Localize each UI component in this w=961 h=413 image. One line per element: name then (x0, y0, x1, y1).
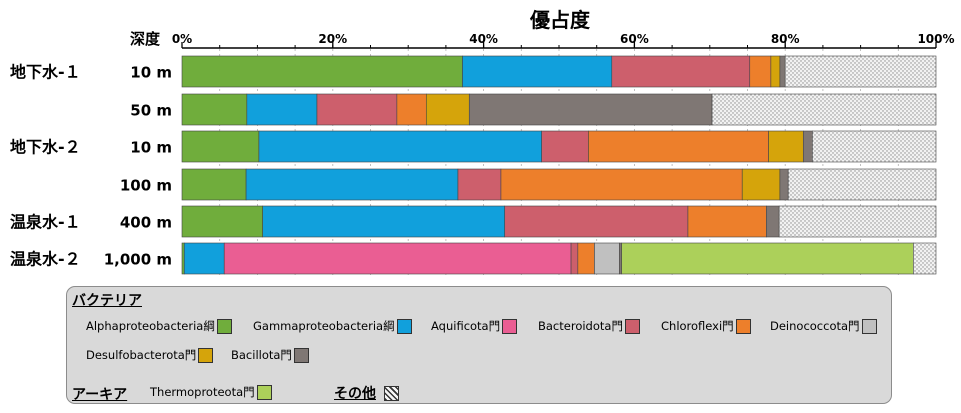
bar-segment-desulfobacterota (768, 130, 804, 163)
bar-segment-alphaproteobacteria (181, 93, 248, 126)
legend-swatch-other (384, 385, 399, 401)
bar-segment-bacillota (779, 168, 789, 201)
bar-segment-desulfobacterota (770, 55, 781, 88)
group-label: 温泉水-２ (9, 250, 81, 269)
bar-segment-thermoproteota (621, 242, 914, 275)
bar-segment-gammaproteobacteria (258, 130, 542, 163)
bar-segment-bacteroidota (611, 55, 751, 88)
bar-segment-alphaproteobacteria (181, 242, 185, 275)
legend-label: Chloroflexi門 (661, 319, 734, 333)
bar-segment-bacillota (468, 93, 713, 126)
legend-swatch-alphaproteobacteria (216, 318, 232, 334)
bar-segment-bacillota (779, 55, 786, 88)
depth-label: 100 m (120, 177, 172, 195)
bar-segment-chloroflexi (396, 93, 427, 126)
bar-segment-bacillota (802, 130, 813, 163)
legend-label: Bacillota門 (231, 348, 292, 362)
legend-archaea-header: アーキア (72, 387, 128, 403)
bar-segment-chloroflexi (687, 205, 767, 238)
bars (181, 55, 937, 275)
bar-segment-bacteroidota (504, 205, 689, 238)
bar-segment-gammaproteobacteria (246, 93, 318, 126)
bar-segment-desulfobacterota (741, 168, 781, 201)
bar-segment-other (812, 130, 937, 163)
chart-title: 優占度 (529, 8, 591, 32)
depth-label: 50 m (130, 102, 172, 120)
x-tick-label: 80% (771, 32, 800, 46)
x-tick-label: 60% (620, 32, 649, 46)
legend-item-alphaproteobacteria: Alphaproteobacteria綱 (86, 318, 232, 334)
bar-segment-other (913, 242, 937, 275)
bar-segment-chloroflexi (577, 242, 595, 275)
legend-label: Alphaproteobacteria綱 (86, 319, 215, 333)
bar-segment-deinococcota (594, 242, 620, 275)
legend-swatch-bacillota (293, 347, 309, 363)
legend-swatch-aquificota (502, 318, 518, 334)
bar-segment-aquificota (223, 242, 572, 275)
legend: バクテリア Alphaproteobacteria綱 Gammaproteoba… (66, 286, 892, 404)
group-label: 地下水-２ (10, 138, 81, 157)
bar-segment-bacillota (619, 242, 622, 275)
legend-item-bacteroidota: Bacteroidota門 (538, 318, 640, 334)
depth-label: 10 m (130, 64, 172, 82)
legend-swatch-thermoproteota (256, 384, 272, 400)
legend-item-desulfobacterota: Desulfobacterota門 (86, 347, 214, 363)
x-tick-label: 40% (469, 32, 498, 46)
legend-item-bacillota: Bacillota門 (231, 347, 309, 363)
depth-column-header: 深度 (130, 30, 161, 48)
legend-item-gammaproteobacteria: Gammaproteobacteria綱 (253, 318, 412, 334)
legend-swatch-desulfobacterota (198, 347, 214, 363)
bar-segment-bacteroidota (316, 93, 398, 126)
bar-segment-alphaproteobacteria (181, 130, 260, 163)
bar-segment-alphaproteobacteria (181, 168, 247, 201)
depth-label: 400 m (120, 214, 172, 232)
bar-segment-gammaproteobacteria (183, 242, 225, 275)
bar-segment-bacillota (766, 205, 780, 238)
legend-label: Thermoproteota門 (150, 385, 255, 399)
group-label: 地下水-１ (10, 63, 81, 82)
depth-label: 10 m (130, 139, 172, 157)
x-tick-label: 100% (917, 32, 954, 46)
bar-segment-chloroflexi (588, 130, 769, 163)
bar-segment-alphaproteobacteria (181, 205, 263, 238)
legend-swatch-chloroflexi (735, 318, 751, 334)
x-tick-label: 0% (172, 32, 192, 46)
legend-item-thermoproteota: Thermoproteota門 (150, 384, 272, 400)
legend-item-deinococcota: Deinococcota門 (770, 318, 877, 334)
legend-item-other: その他 (334, 383, 399, 403)
legend-label: Gammaproteobacteria綱 (253, 319, 395, 333)
legend-item-aquificota: Aquificota門 (431, 318, 518, 334)
group-label: 温泉水-１ (9, 213, 81, 232)
bar-segment-bacteroidota (570, 242, 579, 275)
bar-segment-chloroflexi (749, 55, 772, 88)
bar-segment-bacteroidota (541, 130, 589, 163)
x-axis-ticks: 0% 20% 40% 60% 80% 100% (172, 32, 955, 49)
legend-label: Aquificota門 (431, 319, 501, 333)
bar-segment-chloroflexi (500, 168, 743, 201)
bar-segment-gammaproteobacteria (245, 168, 459, 201)
bar-segment-gammaproteobacteria (262, 205, 506, 238)
bar-segment-other (711, 93, 937, 126)
row-labels: 10 m 地下水-１ 50 m 10 m 地下水-２ 100 m 400 m 温泉水-１ 1,0… (9, 63, 172, 269)
legend-label: Desulfobacterota門 (86, 348, 197, 362)
legend-label: Deinococcota門 (770, 319, 860, 333)
bar-segment-alphaproteobacteria (181, 55, 463, 88)
x-tick-label: 20% (318, 32, 347, 46)
bar-segment-gammaproteobacteria (462, 55, 613, 88)
bar-segment-other (787, 168, 937, 201)
legend-other-label: その他 (334, 386, 376, 402)
legend-swatch-deinococcota (861, 318, 877, 334)
bar-segment-bacteroidota (457, 168, 502, 201)
legend-label: Bacteroidota門 (538, 319, 623, 333)
legend-item-chloroflexi: Chloroflexi門 (661, 318, 751, 334)
legend-swatch-bacteroidota (624, 318, 640, 334)
legend-swatch-gammaproteobacteria (396, 318, 412, 334)
bar-segment-other (778, 205, 937, 238)
depth-label: 1,000 m (104, 251, 172, 269)
bar-segment-other (784, 55, 937, 88)
bar-segment-desulfobacterota (425, 93, 470, 126)
legend-bacteria-header: バクテリア (72, 293, 142, 309)
